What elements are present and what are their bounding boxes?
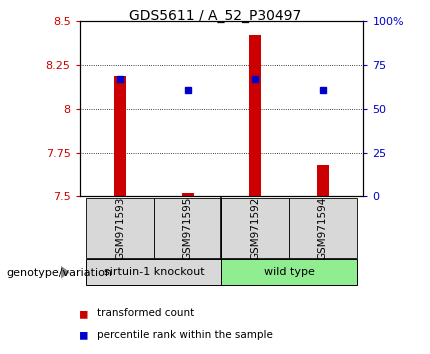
Bar: [221, 198, 289, 258]
Text: GSM971594: GSM971594: [318, 196, 328, 260]
Bar: [289, 198, 356, 258]
Text: GSM971592: GSM971592: [250, 196, 260, 260]
Text: ■: ■: [80, 307, 87, 320]
Bar: [249, 35, 261, 196]
Bar: [181, 193, 194, 196]
Bar: [221, 259, 356, 285]
Text: wild type: wild type: [264, 267, 314, 277]
Bar: [317, 165, 329, 196]
Text: genotype/variation: genotype/variation: [6, 268, 113, 278]
Text: ■: ■: [80, 328, 87, 341]
Bar: [154, 198, 221, 258]
Text: GDS5611 / A_52_P30497: GDS5611 / A_52_P30497: [129, 9, 301, 23]
Text: transformed count: transformed count: [97, 308, 194, 318]
Bar: [86, 259, 221, 285]
Text: GSM971595: GSM971595: [183, 196, 193, 260]
Text: GSM971593: GSM971593: [115, 196, 125, 260]
Bar: [86, 198, 154, 258]
Text: percentile rank within the sample: percentile rank within the sample: [97, 330, 273, 339]
Text: sirtuin-1 knockout: sirtuin-1 knockout: [104, 267, 204, 277]
Bar: [114, 75, 126, 196]
